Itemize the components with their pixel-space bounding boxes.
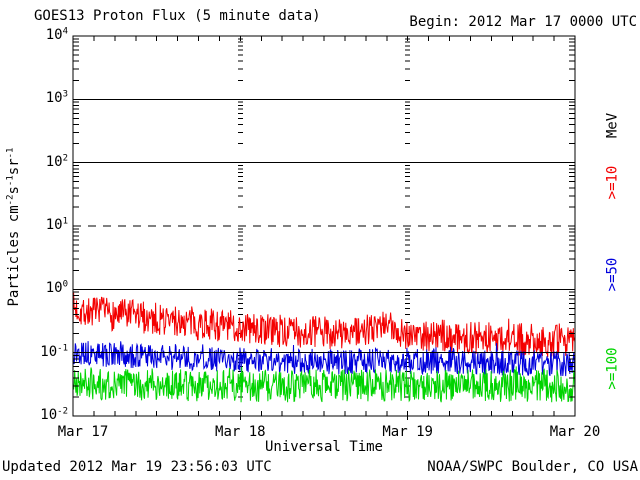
y-tick-label-10e2: 102: [45, 153, 68, 170]
begin-timestamp: Begin: 2012 Mar 17 0000 UTC: [409, 14, 637, 30]
x-tick-label: Mar 17: [57, 424, 109, 440]
series-line-gege100: [72, 366, 576, 403]
y-tick-label-10e1: 101: [45, 216, 68, 233]
x-axis-title: Universal Time: [264, 439, 383, 455]
x-tick-label: Mar 20: [549, 424, 601, 440]
series-line-gege50: [72, 341, 576, 377]
y-axis-title: Particles cm-2s-1sr-1: [5, 147, 22, 307]
y-tick-label-10e-2: 10-2: [40, 406, 68, 423]
y-tick-label-10e0: 100: [45, 279, 68, 297]
series-line-gege10: [72, 292, 576, 358]
y-tick-label-10e3: 103: [45, 89, 68, 107]
chart-title: GOES13 Proton Flux (5 minute data): [34, 8, 321, 24]
x-tick-label: Mar 18: [215, 424, 266, 440]
y-tick-label-10e4: 104: [45, 26, 68, 43]
y-tick-label-10e-1: 10-1: [40, 343, 68, 360]
source-credit: NOAA/SWPC Boulder, CO USA: [427, 459, 638, 475]
energy-label-100: >=100: [604, 347, 621, 390]
x-tick-label: Mar 19: [382, 424, 433, 440]
updated-timestamp: Updated 2012 Mar 19 23:56:03 UTC: [2, 459, 272, 475]
